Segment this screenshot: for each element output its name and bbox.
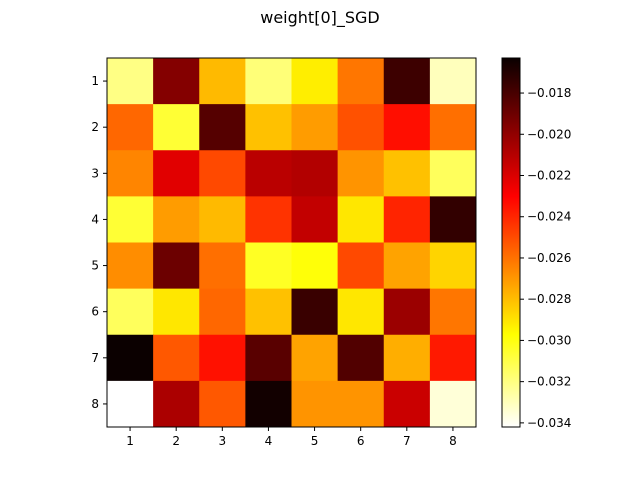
heatmap-cell: [107, 196, 154, 243]
colorbar-tick-label: −0.018: [527, 86, 571, 100]
colorbar-tick-label: −0.028: [527, 292, 571, 306]
heatmap-cell: [429, 150, 477, 197]
colorbar: [501, 57, 521, 428]
colorbar-tick-label: −0.026: [527, 251, 571, 265]
heatmap-cell: [337, 334, 385, 382]
heatmap-cell: [107, 288, 154, 336]
heatmap-cell: [291, 104, 339, 151]
heatmap-cell: [383, 242, 431, 290]
heatmap-cell: [245, 196, 292, 243]
heatmap-cell: [245, 334, 292, 382]
heatmap-cell: [199, 196, 246, 243]
heatmap-cells: [107, 58, 477, 428]
heatmap-cell: [337, 242, 385, 290]
plot-frame: [106, 57, 477, 428]
x-tick-label: 2: [172, 434, 180, 448]
heatmap-cell: [337, 380, 385, 428]
y-tick-label: 4: [91, 212, 99, 226]
heatmap-cell: [337, 150, 385, 197]
heatmap-cell: [245, 58, 292, 105]
heatmap-cell: [383, 104, 431, 151]
heatmap-cell: [153, 104, 200, 151]
heatmap-cell: [383, 196, 431, 243]
heatmap-cell: [291, 242, 339, 290]
x-axis: 1 2 3 4 5 6 7 8: [126, 427, 457, 448]
y-tick-label: 5: [91, 259, 99, 273]
colorbar-tick-label: −0.024: [527, 210, 571, 224]
heatmap-cell: [429, 242, 477, 290]
colorbar-tick-label: −0.034: [527, 416, 571, 430]
y-axis: 1 2 3 4 5 6 7 8: [91, 74, 107, 411]
heatmap-cell: [153, 242, 200, 290]
colorbar-tick-label: −0.032: [527, 375, 571, 389]
x-tick-label: 8: [449, 434, 457, 448]
y-tick-label: 1: [91, 74, 99, 88]
heatmap-cell: [199, 104, 246, 151]
x-tick-label: 6: [357, 434, 365, 448]
heatmap-cell: [107, 242, 154, 290]
heatmap-cell: [291, 58, 339, 105]
heatmap-cell: [199, 242, 246, 290]
y-tick-label: 2: [91, 120, 99, 134]
heatmap-cell: [337, 58, 385, 105]
x-tick-label: 5: [311, 434, 319, 448]
colorbar-tick-label: −0.022: [527, 169, 571, 183]
heatmap-cell: [429, 196, 477, 243]
heatmap-cell: [429, 288, 477, 336]
heatmap-cell: [429, 58, 477, 105]
heatmap-cell: [383, 150, 431, 197]
x-tick-label: 1: [126, 434, 134, 448]
heatmap-cell: [107, 380, 154, 428]
heatmap-cell: [245, 150, 292, 197]
heatmap-cell: [199, 58, 246, 105]
y-tick-label: 6: [91, 305, 99, 319]
heatmap-cell: [107, 150, 154, 197]
heatmap-cell: [383, 58, 431, 105]
heatmap-cell: [199, 380, 246, 428]
heatmap-cell: [291, 334, 339, 382]
colorbar-tick-label: −0.030: [527, 333, 571, 347]
x-tick-label: 4: [265, 434, 273, 448]
heatmap-cell: [337, 288, 385, 336]
heatmap-cell: [107, 104, 154, 151]
heatmap-cell: [429, 380, 477, 428]
x-tick-label: 3: [218, 434, 226, 448]
chart-title: weight[0]_SGD: [260, 8, 380, 27]
heatmap-cell: [245, 288, 292, 336]
heatmap-cell: [291, 288, 339, 336]
heatmap-cell: [153, 196, 200, 243]
heatmap-cell: [337, 104, 385, 151]
heatmap-cell: [383, 334, 431, 382]
heatmap-cell: [245, 242, 292, 290]
y-tick-label: 8: [91, 397, 99, 411]
heatmap-cell: [199, 288, 246, 336]
colorbar-axis: −0.018 −0.020 −0.022 −0.024 −0.026 −0.028 −0.0…: [520, 86, 571, 430]
heatmap-cell: [291, 196, 339, 243]
heatmap-cell: [153, 334, 200, 382]
heatmap-cell: [107, 58, 154, 105]
heatmap-cell: [245, 380, 292, 428]
heatmap-cell: [429, 334, 477, 382]
y-tick-label: 7: [91, 351, 99, 365]
heatmap-cell: [153, 380, 200, 428]
heatmap-cell: [153, 58, 200, 105]
heatmap-cell: [291, 380, 339, 428]
heatmap-cell: [383, 380, 431, 428]
heatmap-cell: [383, 288, 431, 336]
colorbar-tick-label: −0.020: [527, 127, 571, 141]
heatmap-cell: [245, 104, 292, 151]
heatmap-cell: [429, 104, 477, 151]
heatmap-cell: [199, 334, 246, 382]
heatmap-cell: [153, 288, 200, 336]
x-tick-label: 7: [403, 434, 411, 448]
heatmap-cell: [153, 150, 200, 197]
heatmap-cell: [291, 150, 339, 197]
y-tick-label: 3: [91, 166, 99, 180]
heatmap-cell: [199, 150, 246, 197]
heatmap-cell: [337, 196, 385, 243]
heatmap-cell: [107, 334, 154, 382]
